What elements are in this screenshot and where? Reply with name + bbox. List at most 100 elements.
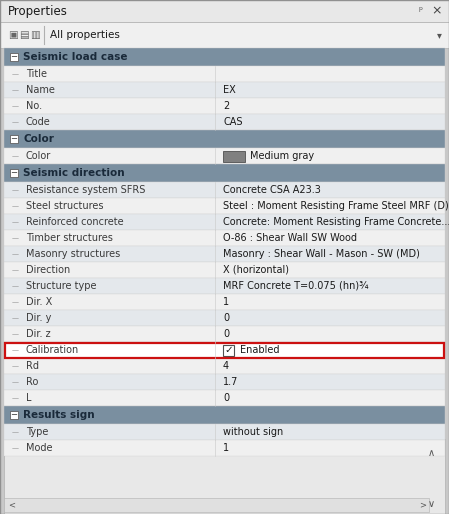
Text: All properties: All properties	[50, 30, 120, 40]
Text: Name: Name	[26, 85, 55, 95]
Text: Timber structures: Timber structures	[26, 233, 113, 243]
Text: 1: 1	[223, 297, 229, 307]
Text: Concrete CSA A23.3: Concrete CSA A23.3	[223, 185, 321, 195]
Text: Enabled: Enabled	[240, 345, 279, 355]
Bar	[4, 164, 445, 182]
Text: —: —	[12, 187, 19, 193]
Text: —: —	[12, 219, 19, 225]
Bar	[223, 344, 234, 356]
Bar	[10, 411, 18, 419]
Bar	[4, 342, 445, 358]
Bar	[4, 82, 445, 98]
Text: —: —	[12, 299, 19, 305]
Text: ▤: ▤	[19, 30, 29, 40]
Text: No.: No.	[26, 101, 42, 111]
Bar	[4, 198, 445, 214]
Text: —: —	[12, 283, 19, 289]
Text: 0: 0	[223, 329, 229, 339]
Text: X (horizontal): X (horizontal)	[223, 265, 289, 275]
Text: 0: 0	[223, 313, 229, 323]
Text: 1.7: 1.7	[223, 377, 238, 387]
Bar	[223, 151, 245, 161]
Text: —: —	[12, 315, 19, 321]
Text: Dir. z: Dir. z	[26, 329, 51, 339]
Text: Masonry structures: Masonry structures	[26, 249, 120, 259]
Bar	[4, 390, 445, 406]
Text: ▥: ▥	[30, 30, 40, 40]
Bar	[0, 22, 449, 48]
Bar	[4, 66, 445, 82]
Text: Direction: Direction	[26, 265, 70, 275]
Text: Type: Type	[26, 427, 48, 437]
Text: —: —	[12, 379, 19, 385]
Text: Ro: Ro	[26, 377, 38, 387]
Text: Structure type: Structure type	[26, 281, 97, 291]
Bar	[4, 230, 445, 246]
Bar	[4, 294, 445, 310]
Bar	[5, 342, 444, 358]
Bar	[4, 262, 445, 278]
Text: Color: Color	[26, 151, 51, 161]
Text: —: —	[12, 71, 19, 77]
Text: ×: ×	[432, 5, 442, 17]
Text: —: —	[12, 235, 19, 241]
Text: −: −	[10, 411, 18, 419]
Text: MRF Concrete T=0.075 (hn)¾: MRF Concrete T=0.075 (hn)¾	[223, 281, 369, 291]
Text: —: —	[12, 251, 19, 257]
Text: Dir. y: Dir. y	[26, 313, 51, 323]
Text: Seismic direction: Seismic direction	[23, 168, 125, 178]
Text: 2: 2	[223, 101, 229, 111]
Bar	[4, 326, 445, 342]
Text: ▣: ▣	[8, 30, 18, 40]
Bar	[4, 246, 445, 262]
Text: —: —	[12, 103, 19, 109]
Text: Resistance system SFRS: Resistance system SFRS	[26, 185, 145, 195]
Text: Mode: Mode	[26, 443, 53, 453]
Text: Code: Code	[26, 117, 51, 127]
Text: —: —	[12, 347, 19, 353]
Text: CAS: CAS	[223, 117, 242, 127]
Text: >: >	[419, 501, 427, 509]
Bar	[10, 53, 18, 61]
Text: Reinforced concrete: Reinforced concrete	[26, 217, 123, 227]
Text: —: —	[12, 87, 19, 93]
Text: Calibration: Calibration	[26, 345, 79, 355]
Bar	[4, 182, 445, 198]
Text: —: —	[12, 153, 19, 159]
Bar	[4, 358, 445, 374]
Text: —: —	[12, 395, 19, 401]
Bar	[4, 214, 445, 230]
Text: Results sign: Results sign	[23, 410, 95, 420]
Text: Masonry : Shear Wall - Mason - SW (MD): Masonry : Shear Wall - Mason - SW (MD)	[223, 249, 420, 259]
Text: Rd: Rd	[26, 361, 39, 371]
Text: Concrete: Moment Resisting Frame Concrete...: Concrete: Moment Resisting Frame Concret…	[223, 217, 449, 227]
Text: ᵖ: ᵖ	[419, 6, 423, 16]
Text: —: —	[12, 363, 19, 369]
Bar	[4, 406, 445, 424]
Text: ∧: ∧	[427, 448, 435, 458]
Text: Color: Color	[23, 134, 54, 144]
Text: —: —	[12, 429, 19, 435]
Bar	[4, 130, 445, 148]
Text: —: —	[12, 331, 19, 337]
Text: Dir. X: Dir. X	[26, 297, 52, 307]
Text: —: —	[12, 267, 19, 273]
Text: Properties: Properties	[8, 5, 68, 17]
Bar	[4, 278, 445, 294]
Bar	[4, 440, 445, 456]
Text: Steel structures: Steel structures	[26, 201, 104, 211]
Text: ✓: ✓	[224, 345, 233, 355]
Text: EX: EX	[223, 85, 236, 95]
Bar	[10, 135, 18, 143]
Text: —: —	[12, 445, 19, 451]
Text: 4: 4	[223, 361, 229, 371]
Text: —: —	[12, 203, 19, 209]
Text: 0: 0	[223, 393, 229, 403]
Bar	[4, 310, 445, 326]
Bar	[4, 98, 445, 114]
Bar	[4, 114, 445, 130]
Bar	[10, 169, 18, 177]
Bar	[4, 424, 445, 440]
Bar	[4, 48, 445, 66]
Bar	[4, 439, 445, 514]
